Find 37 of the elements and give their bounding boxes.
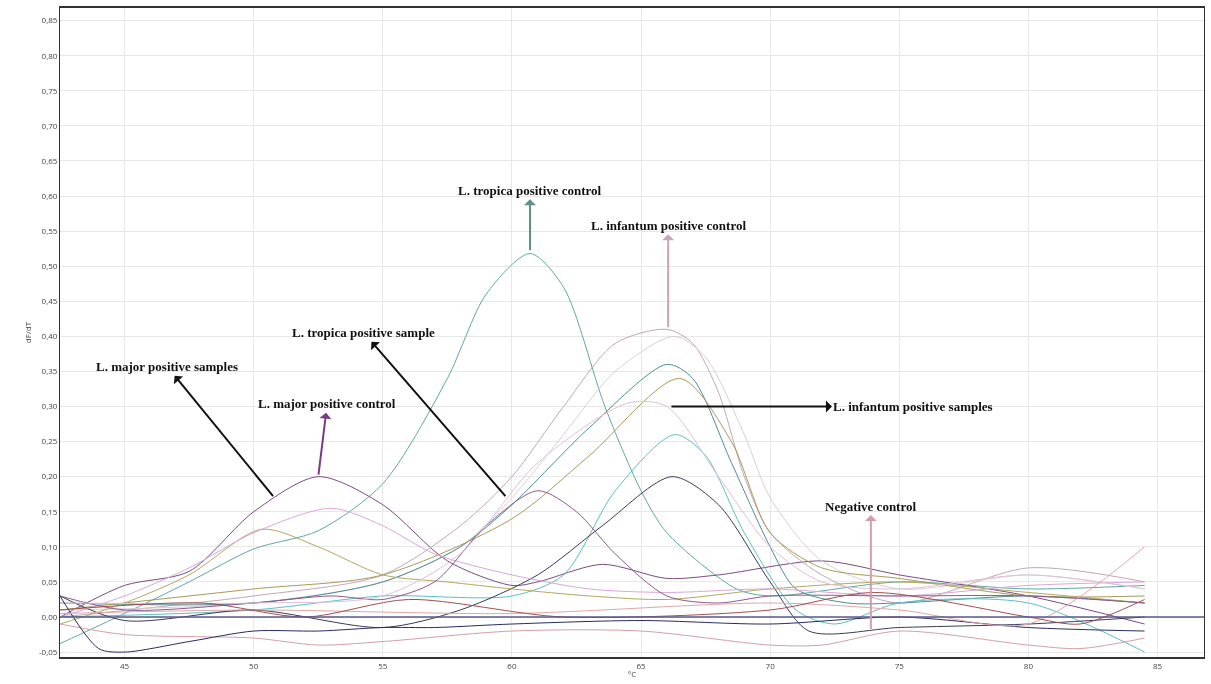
annotation: L. major positive control (258, 396, 396, 411)
y-tick-label: 0,45 (41, 295, 58, 307)
y-tick-label: 0,50 (41, 260, 58, 271)
annotation: Negative control (825, 499, 917, 514)
x-tick-label: 75 (894, 659, 905, 671)
y-tick-label: 0,00 (41, 610, 58, 622)
y-tick-label: 0,10 (41, 540, 58, 552)
y-tick-label: 0,35 (41, 365, 58, 377)
x-tick-label: 80 (1023, 659, 1034, 671)
x-tick-label: 50 (249, 659, 259, 671)
y-tick-label: 0,25 (41, 435, 58, 447)
x-tick-label: 60 (507, 659, 517, 671)
x-tick-label: 45 (119, 659, 130, 671)
y-tick-label: 0,70 (41, 119, 58, 131)
annotation: L. tropica positive control (458, 183, 602, 198)
y-tick-label: 0,15 (41, 505, 58, 517)
annotation: L. infantum positive samples (833, 399, 993, 414)
y-tick-label: 0,65 (41, 154, 58, 166)
y-tick-label: 0,80 (41, 49, 58, 61)
annotation: L. infantum positive control (591, 218, 747, 233)
x-axis-title: °C (627, 668, 637, 680)
y-tick-label: 0,20 (41, 470, 58, 482)
y-tick-label: 0,05 (41, 575, 58, 587)
y-tick-label: 0,75 (41, 84, 58, 96)
x-tick-label: 55 (378, 659, 388, 671)
y-tick-label: 0,40 (41, 330, 58, 342)
y-tick-label: 0,85 (41, 14, 58, 26)
x-tick-label: 85 (1152, 659, 1163, 671)
y-tick-label: -0,05 (39, 645, 58, 657)
y-tick-label: 0,55 (41, 224, 58, 236)
y-axis-title: dF/dT (21, 321, 33, 344)
annotation: L. major positive samples (96, 359, 239, 374)
x-tick-label: 65 (636, 659, 647, 671)
y-tick-label: 0,60 (41, 189, 58, 201)
x-tick-label: 70 (765, 659, 776, 671)
y-tick-label: 0,30 (41, 400, 58, 412)
annotation: L. tropica positive sample (292, 325, 435, 340)
